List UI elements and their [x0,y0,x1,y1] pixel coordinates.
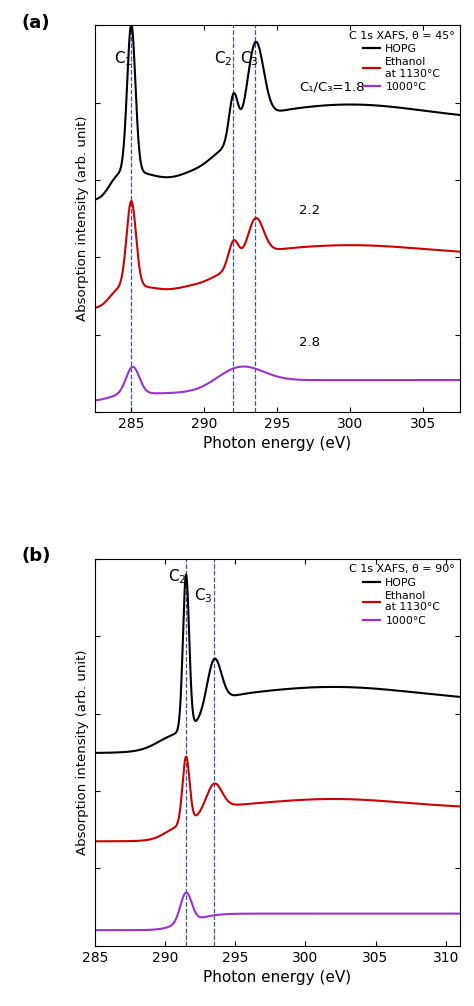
X-axis label: Photon energy (eV): Photon energy (eV) [203,437,351,452]
Legend: HOPG, Ethanol
at 1130°C, 1000°C: HOPG, Ethanol at 1130°C, 1000°C [348,30,455,92]
Text: C$_1$: C$_1$ [114,49,133,67]
Text: C₁/C₃=1.8: C₁/C₃=1.8 [299,80,365,94]
Text: C$_2$: C$_2$ [214,49,233,67]
Y-axis label: Absorption intensity (arb. unit): Absorption intensity (arb. unit) [76,116,89,321]
Text: C$_3$: C$_3$ [240,49,259,67]
Text: (a): (a) [22,13,50,31]
Text: 2.2: 2.2 [299,204,320,217]
Text: 2.8: 2.8 [299,336,320,349]
Y-axis label: Absorption intensity (arb. unit): Absorption intensity (arb. unit) [76,650,89,855]
Text: C$_3$: C$_3$ [193,586,212,606]
Legend: HOPG, Ethanol
at 1130°C, 1000°C: HOPG, Ethanol at 1130°C, 1000°C [348,564,455,626]
Text: (b): (b) [22,547,51,565]
X-axis label: Photon energy (eV): Photon energy (eV) [203,970,351,985]
Text: C$_2$: C$_2$ [168,567,187,585]
